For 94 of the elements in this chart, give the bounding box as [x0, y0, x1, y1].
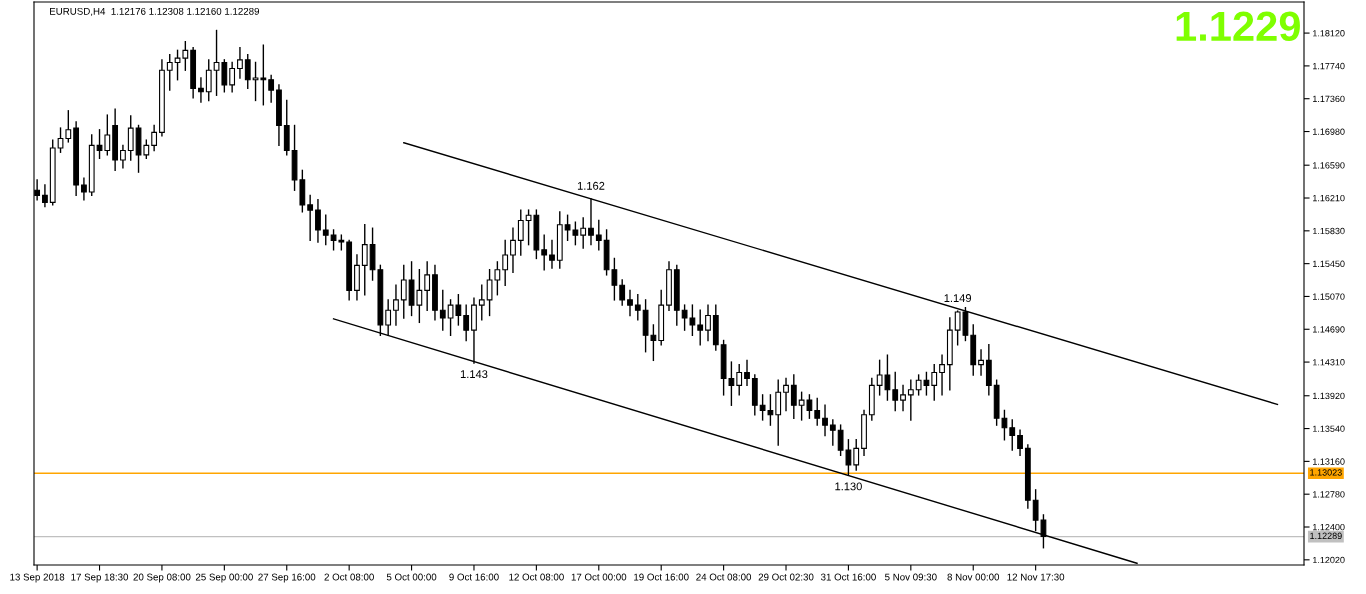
candlestick	[619, 279, 626, 306]
candlestick	[127, 115, 134, 161]
candlestick	[829, 419, 836, 446]
candlestick	[244, 53, 251, 90]
x-tick-label: 17 Sep 18:30	[71, 573, 129, 583]
candlestick	[783, 377, 789, 412]
x-tick-label: 12 Nov 17:30	[1007, 573, 1065, 581]
y-tick-label: 1.15450	[1313, 260, 1345, 267]
y-tick-label: 1.16590	[1313, 162, 1345, 169]
candlestick	[588, 198, 594, 246]
annotation: 1.162	[577, 181, 605, 190]
candlestick	[814, 397, 821, 426]
x-tick-label: 17 Oct 00:00	[571, 573, 627, 581]
annotation: 1.130	[835, 482, 862, 491]
candlestick	[697, 309, 704, 346]
x-tick-label: 12 Oct 08:00	[509, 573, 564, 581]
candlestick	[322, 214, 329, 246]
candlestick	[822, 404, 828, 437]
candlestick	[315, 199, 321, 243]
y-tick-label: 1.13160	[1313, 458, 1345, 465]
annotation: 1.143	[460, 370, 488, 379]
candlestick	[900, 384, 906, 412]
candlestick	[166, 53, 173, 91]
x-tick-label: 5 Nov 09:30	[885, 573, 937, 581]
x-tick-label: 24 Oct 08:00	[696, 573, 752, 581]
y-tick-label: 1.16210	[1313, 194, 1345, 202]
candlestick	[400, 264, 407, 319]
candlestick	[268, 74, 275, 103]
x-tick-label: 25 Sep 00:00	[195, 573, 253, 583]
candlestick	[463, 304, 470, 342]
candlestick	[205, 59, 212, 102]
y-tick-label: 1.12400	[1313, 523, 1345, 531]
ref-line-label: 1.13023	[1310, 469, 1342, 476]
candlestick	[510, 227, 516, 273]
candlestick	[424, 261, 431, 311]
y-tick-label: 1.13540	[1313, 425, 1345, 432]
candlestick	[120, 144, 126, 169]
candlestick	[393, 284, 399, 326]
candlestick	[1017, 429, 1023, 457]
candlestick	[237, 47, 243, 79]
y-tick-label: 1.12020	[1313, 556, 1345, 564]
candlestick	[502, 239, 509, 286]
candlestick	[151, 124, 158, 152]
y-tick-label: 1.12780	[1313, 491, 1345, 498]
candlestick	[198, 77, 204, 103]
x-tick-label: 29 Oct 02:30	[758, 573, 814, 581]
candlestick	[1009, 419, 1016, 451]
candlestick	[892, 371, 899, 412]
candlestick	[931, 363, 938, 401]
candlestick	[595, 219, 602, 251]
y-tick-label: 1.18120	[1313, 30, 1345, 37]
x-tick-label: 8 Nov 00:00	[947, 573, 1000, 581]
y-tick-label: 1.13920	[1313, 392, 1345, 400]
y-tick-label: 1.15830	[1313, 227, 1345, 235]
x-tick-label: 27 Sep 16:00	[258, 573, 316, 583]
candlestick	[42, 184, 48, 208]
annotation: 1.149	[944, 294, 972, 302]
annotation: 1.1229	[1176, 11, 1300, 42]
candlestick	[549, 239, 555, 269]
candlestick	[81, 177, 87, 201]
x-tick-label: 13 Sep 2018	[10, 573, 65, 583]
candlestick	[517, 209, 524, 256]
candlestick	[541, 234, 548, 271]
x-tick-label: 31 Oct 16:00	[820, 573, 876, 581]
candlestick	[790, 374, 797, 419]
candlestick	[853, 439, 860, 471]
candlestick	[229, 61, 236, 93]
x-tick-label: 9 Oct 16:00	[449, 573, 499, 581]
x-tick-label: 19 Oct 16:00	[634, 573, 689, 581]
candlestick	[705, 304, 711, 342]
candlestick	[439, 289, 446, 331]
text: EURUSD,H4 1.12176 1.12308 1.12160 1.12289	[50, 7, 260, 16]
candlestick	[736, 363, 743, 396]
candlestick	[307, 194, 314, 242]
y-tick-label: 1.17360	[1313, 95, 1345, 103]
y-tick-label: 1.14310	[1313, 359, 1345, 366]
x-tick-label: 2 Oct 08:00	[324, 573, 374, 581]
y-tick-label: 1.16980	[1313, 128, 1345, 135]
y-tick-label: 1.14690	[1313, 326, 1345, 333]
candlestick	[580, 217, 587, 249]
candlestick	[478, 284, 485, 321]
candlestick	[634, 294, 641, 321]
candlestick	[744, 359, 750, 387]
ref-line-label: 1.12289	[1310, 532, 1342, 540]
candlestick	[775, 379, 782, 446]
candlestick	[907, 379, 914, 421]
x-tick-label: 20 Sep 08:00	[133, 573, 191, 583]
candlestick	[939, 354, 945, 396]
x-tick-label: 5 Oct 00:00	[386, 573, 437, 581]
candlestick	[627, 289, 633, 317]
candlestick	[361, 224, 368, 296]
y-tick-label: 1.17740	[1313, 62, 1345, 70]
candlestick	[978, 349, 984, 376]
y-tick-label: 1.15070	[1313, 293, 1345, 300]
